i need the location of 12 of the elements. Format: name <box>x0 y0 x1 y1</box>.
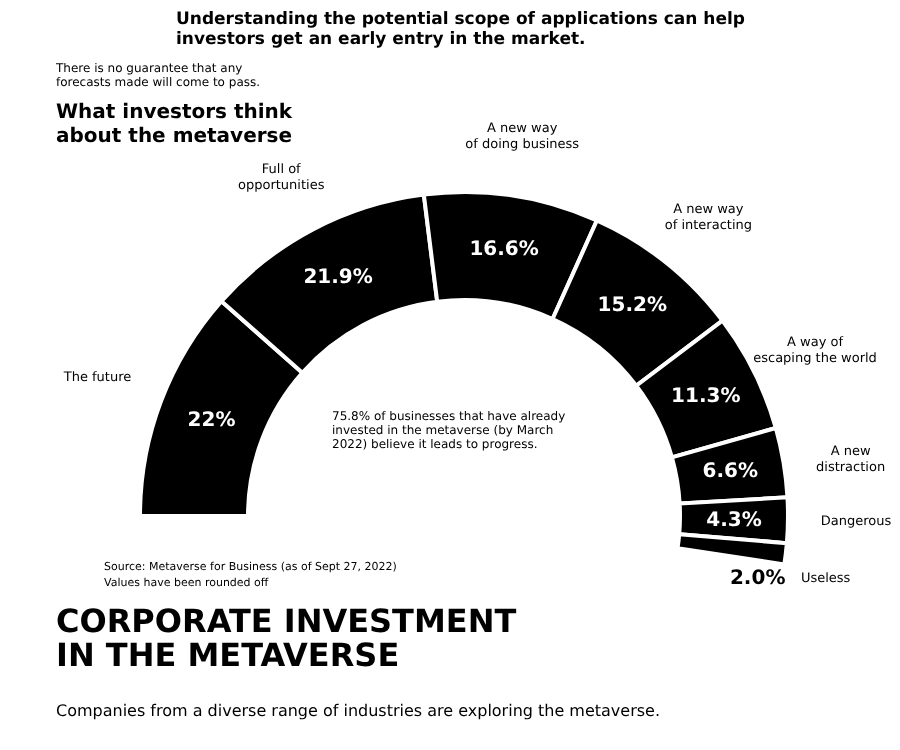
text: Companies from a diverse range of industries are exploring the metaverse. <box>56 702 663 722</box>
chart-title: What investors think about the metaverse <box>56 102 295 150</box>
data-label: 21.9% <box>303 267 373 290</box>
data-label: 15.2% <box>597 294 668 317</box>
text: CORPORATE INVESTMENT IN THE METAVERSE <box>56 602 519 674</box>
data-label: 22% <box>187 410 236 433</box>
data-label: 6.6% <box>702 461 759 484</box>
data-label: 4.3% <box>706 509 762 532</box>
data-label: 16.6% <box>469 239 539 261</box>
data-label: 11.3% <box>671 385 741 408</box>
data-label: 2.0% <box>729 567 786 590</box>
text: Understanding the potential scope of applications can help investors get an early entry in the market. <box>176 10 747 51</box>
